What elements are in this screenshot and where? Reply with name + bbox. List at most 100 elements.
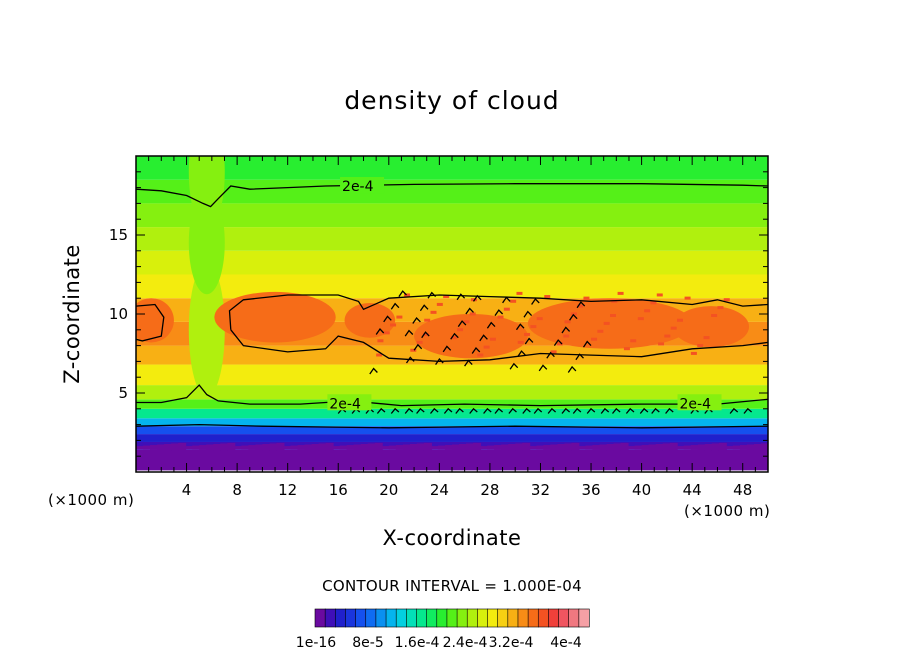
colorbar-swatch (527, 608, 539, 628)
field-edge (564, 443, 573, 451)
contour-squiggle-low (483, 407, 492, 414)
contour-squiggle-low (729, 407, 739, 414)
colorbar-swatch (477, 608, 489, 628)
contour-squiggle-low (651, 407, 660, 414)
field-edge (381, 446, 390, 450)
contour-squiggle (390, 302, 400, 310)
field-edge (571, 442, 580, 451)
field-streak (450, 336, 457, 340)
field-edge (669, 442, 678, 451)
contour-label-bg (340, 177, 385, 194)
field-streak (503, 307, 510, 311)
density-field (136, 156, 768, 472)
field-edge (353, 444, 362, 451)
field-edge (690, 445, 699, 450)
contour-line-lower (136, 384, 768, 407)
contour-squiggle-low (743, 407, 753, 414)
field-band (136, 434, 768, 442)
field-edge (255, 444, 264, 451)
contour-label-bg (677, 394, 722, 411)
field-band (136, 156, 768, 180)
field-streak (489, 337, 496, 341)
field-dip (188, 191, 225, 295)
field-edge (227, 442, 236, 451)
field-edge (732, 445, 741, 450)
field-edge (283, 446, 292, 450)
field-edge (430, 446, 439, 450)
field-edge (543, 445, 552, 450)
chart-title: density of cloud (344, 86, 560, 115)
field-edge (136, 446, 145, 450)
field-streak (670, 326, 677, 330)
field-edge (536, 445, 545, 450)
contour-squiggle (494, 309, 504, 316)
contour-squiggle (509, 362, 519, 370)
contour-squiggle-low (533, 407, 543, 414)
contour-squiggle-low (625, 407, 635, 414)
field-edge (466, 443, 475, 451)
field-streak (658, 342, 665, 346)
field-edge (178, 442, 187, 451)
field-streak (510, 299, 517, 303)
contour-interval-label: CONTOUR INTERVAL = 1.000E-04 (322, 577, 582, 595)
field-edge (480, 446, 489, 450)
field-edge (522, 442, 531, 451)
field-streak (524, 332, 531, 336)
field-edge (150, 445, 159, 450)
colorbar-swatch (487, 608, 499, 628)
field-streak (550, 350, 557, 354)
contour-squiggle (457, 320, 467, 327)
colorbar-swatch (578, 608, 590, 628)
contour-squiggle (531, 297, 540, 305)
field-streak (703, 336, 710, 340)
field-edge (437, 445, 446, 450)
field-edge (276, 442, 285, 451)
field-streak (597, 329, 604, 333)
field-streak (377, 339, 384, 343)
field-streak (656, 293, 663, 297)
field-streak (563, 334, 570, 338)
field-streak (536, 317, 543, 321)
field-streak (564, 320, 571, 324)
field-edge (725, 446, 734, 450)
field-streak (383, 331, 390, 335)
field-edge (402, 444, 411, 451)
contour-squiggle (413, 343, 423, 351)
colorbar-swatch (436, 608, 448, 628)
field-edge (269, 443, 278, 451)
field-edge (473, 442, 482, 451)
field-edge (199, 445, 208, 450)
field-streak (711, 314, 718, 317)
field-edge (143, 445, 152, 450)
field-edge (627, 446, 636, 450)
contour-squiggle-low (416, 407, 425, 414)
field-streak (390, 323, 397, 327)
colorbar-swatch (375, 608, 387, 628)
field-band (136, 408, 768, 419)
contour-squiggle-low (665, 407, 674, 414)
x-tick-label: 44 (683, 481, 702, 499)
contour-squiggle (479, 334, 488, 342)
field-streak (570, 312, 577, 316)
contour-squiggle (405, 356, 415, 364)
colorbar-swatch (497, 608, 509, 628)
field-streak (610, 314, 616, 317)
field-edge (416, 443, 425, 451)
field-edge (325, 442, 334, 451)
x-unit-label-left: (×1000 m) (48, 491, 135, 509)
field-edge (760, 443, 768, 451)
colorbar-swatch (466, 608, 478, 628)
colorbar-label: 8e-5 (352, 635, 383, 651)
contour-squiggle (427, 291, 437, 299)
colorbar-swatch (456, 608, 468, 628)
field-core (214, 291, 336, 343)
colorbar-swatch (507, 608, 519, 628)
contour-squiggle-low (494, 407, 504, 414)
contour-squiggle (383, 315, 392, 323)
y-tick-label: 15 (109, 226, 128, 244)
field-edge (508, 443, 517, 451)
field-edge (444, 445, 453, 450)
contour-squiggle-low (522, 407, 531, 414)
colorbar-label: 4e-4 (550, 635, 582, 651)
field-streak (676, 318, 683, 322)
